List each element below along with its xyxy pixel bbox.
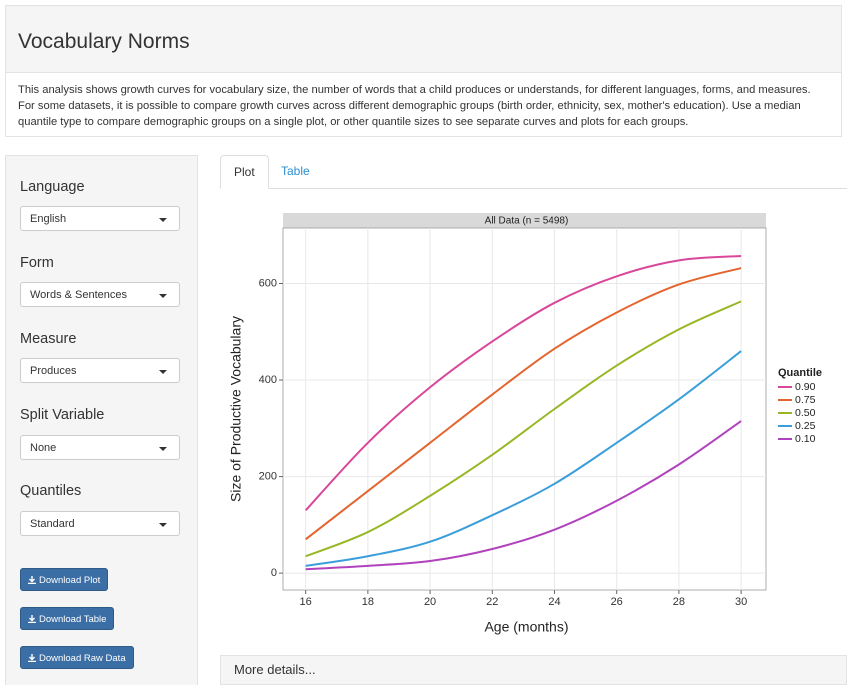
more-details[interactable]: More details... xyxy=(220,655,847,685)
legend-label: 0.10 xyxy=(795,433,816,445)
tab[interactable]: Plot xyxy=(220,155,269,189)
legend-label: 0.75 xyxy=(795,394,816,406)
download-raw-button[interactable]: Download Raw Data xyxy=(20,646,134,669)
control-label: Quantiles xyxy=(20,483,82,499)
y-tick-label: 0 xyxy=(271,567,277,579)
description: This analysis shows growth curves for vo… xyxy=(18,84,811,128)
x-tick-label: 28 xyxy=(673,596,685,608)
button-label: Download Plot xyxy=(39,575,101,586)
tab-border xyxy=(220,188,847,189)
download-plot-button[interactable]: Download Plot xyxy=(20,568,109,591)
legend-label: 0.90 xyxy=(795,381,816,393)
quantile-curve xyxy=(304,254,742,512)
dropdown[interactable]: Words & Sentences xyxy=(20,282,180,307)
dropdown[interactable]: None xyxy=(20,435,180,460)
quantile-curve xyxy=(305,300,742,558)
download-icon xyxy=(28,615,36,624)
y-tick-label: 200 xyxy=(259,470,277,482)
control-label: Split Variable xyxy=(20,407,105,423)
quantile-curve xyxy=(305,420,742,571)
download-icon xyxy=(28,654,36,663)
x-tick-label: 18 xyxy=(362,596,374,608)
strip xyxy=(283,213,766,228)
x-tick-label: 20 xyxy=(424,596,436,608)
y-tick-label: 600 xyxy=(259,277,277,289)
quantile-curve xyxy=(305,350,742,567)
x-axis-title: Age (months) xyxy=(484,619,568,635)
header-panel: Vocabulary Norms This analysis shows gro… xyxy=(5,5,842,137)
plot-area xyxy=(282,227,767,591)
dropdown[interactable]: Standard xyxy=(20,511,180,536)
download-icon xyxy=(28,576,36,585)
control-label: Language xyxy=(20,179,85,195)
x-tick-label: 30 xyxy=(735,596,747,608)
x-tick-label: 16 xyxy=(300,596,312,608)
y-tick-label: 400 xyxy=(259,374,277,386)
legend-title: Quantile xyxy=(778,367,822,379)
legend-label: 0.25 xyxy=(795,420,816,432)
x-tick-label: 26 xyxy=(611,596,623,608)
x-tick-label: 24 xyxy=(548,596,560,608)
y-axis-title: Size of Productive Vocabulary xyxy=(228,316,244,502)
legend-label: 0.50 xyxy=(795,407,816,419)
strip-label: All Data (n = 5498) xyxy=(485,216,569,227)
control-label: Measure xyxy=(20,331,77,347)
dropdown[interactable]: English xyxy=(20,206,180,231)
dropdown[interactable]: Produces xyxy=(20,358,180,383)
chart: All Data (n = 5498) 0 200 400 600 16 18 20 22 24 2… xyxy=(228,213,822,635)
x-tick-label: 22 xyxy=(486,596,498,608)
page-title: Vocabulary Norms xyxy=(18,30,190,53)
tab[interactable]: Table xyxy=(281,164,310,178)
button-label: Download Raw Data xyxy=(39,653,126,664)
download-table-button[interactable]: Download Table xyxy=(20,607,115,630)
sidebar: Language English Form Words & Sentences … xyxy=(5,155,198,685)
quantile-curve xyxy=(305,267,742,541)
control-label: Form xyxy=(20,255,54,271)
button-label: Download Table xyxy=(39,614,107,625)
header-bar xyxy=(6,6,841,73)
